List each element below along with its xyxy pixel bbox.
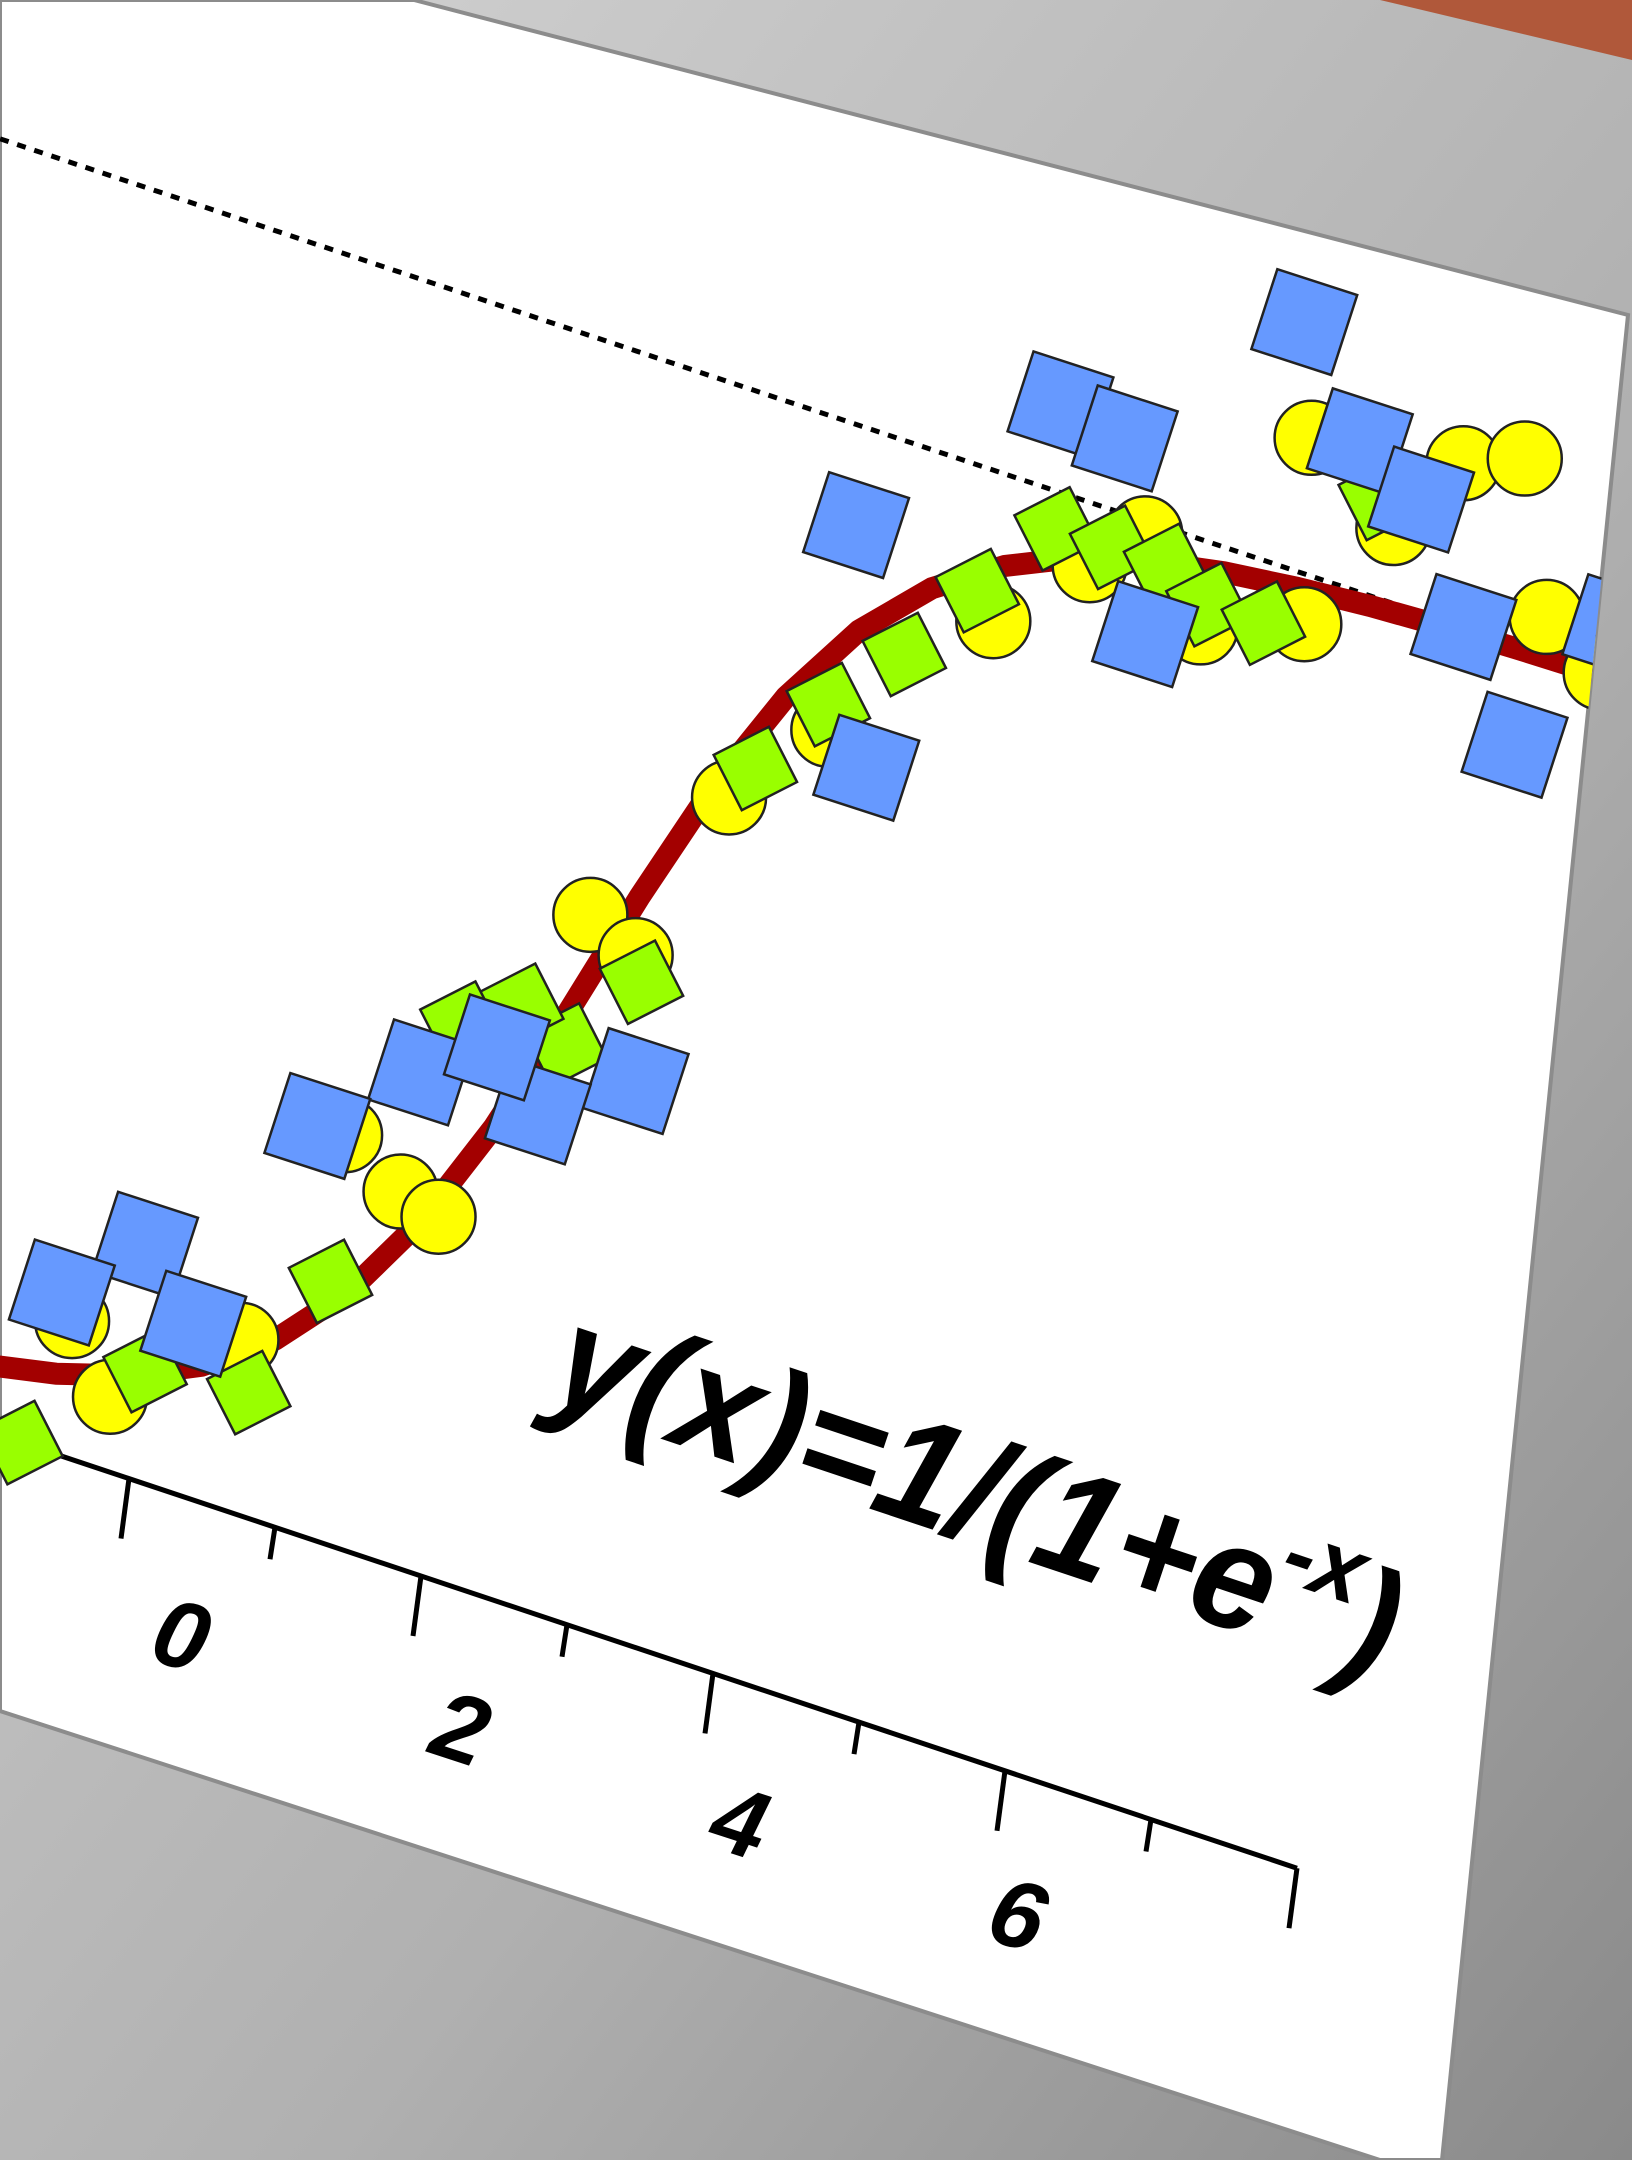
photo: -20246y(x)=1/(1+e-x) <box>0 0 1632 2160</box>
circle-marker <box>402 1180 476 1254</box>
page: -20246y(x)=1/(1+e-x) (() => { const data… <box>0 0 1632 2160</box>
circle-marker <box>1488 422 1562 496</box>
